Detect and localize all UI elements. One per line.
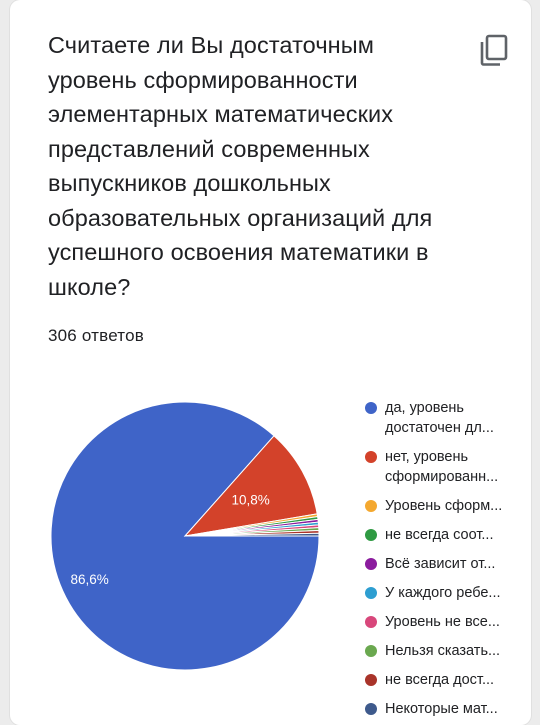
legend-item[interactable]: Всё зависит от... xyxy=(365,554,525,574)
legend-swatch xyxy=(365,674,377,686)
legend-label: У каждого ребе... xyxy=(385,585,501,601)
legend-item[interactable]: Некоторые мат... xyxy=(365,699,525,719)
legend-label: да, уровень достаточен дл... xyxy=(385,400,494,436)
legend-item[interactable]: Уровень не все... xyxy=(365,612,525,632)
legend-label: Некоторые мат... xyxy=(385,701,498,717)
question-title: Считаете ли Вы достаточным уровень сформ… xyxy=(48,32,433,300)
legend-item[interactable]: Нельзя сказать... xyxy=(365,641,525,661)
legend-item[interactable]: не всегда соот... xyxy=(365,525,525,545)
legend-label: Нельзя сказать... xyxy=(385,643,501,659)
legend-label: нет, уровень сформированн... xyxy=(385,449,499,485)
legend-swatch xyxy=(365,529,377,541)
legend-swatch xyxy=(365,451,377,463)
legend-label: не всегда соот... xyxy=(385,527,494,543)
pie-slice[interactable] xyxy=(183,435,318,537)
legend-label: Всё зависит от... xyxy=(385,556,496,572)
question-card: Считаете ли Вы достаточным уровень сформ… xyxy=(10,0,531,725)
chart-legend: да, уровень достаточен дл... нет, уровень с… xyxy=(365,398,525,725)
legend-item[interactable]: да, уровень достаточен дл... xyxy=(365,398,525,438)
copy-chart-button[interactable] xyxy=(474,30,514,70)
legend-item[interactable]: нет, уровень сформированн... xyxy=(365,447,525,487)
slice-value-label: 10,8% xyxy=(232,493,270,508)
legend-label: Уровень не все... xyxy=(385,614,500,630)
legend-swatch xyxy=(365,616,377,628)
response-count: 306 ответов xyxy=(48,326,144,345)
legend-item[interactable]: не всегда дост... xyxy=(365,670,525,690)
legend-label: не всегда дост... xyxy=(385,672,495,688)
legend-swatch xyxy=(365,645,377,657)
legend-swatch xyxy=(365,402,377,414)
legend-swatch xyxy=(365,703,377,715)
pie-chart: 86,6% 10,8% xyxy=(50,401,320,671)
legend-item[interactable]: Уровень сформ... xyxy=(365,496,525,516)
legend-swatch xyxy=(365,587,377,599)
legend-swatch xyxy=(365,558,377,570)
legend-item[interactable]: У каждого ребе... xyxy=(365,583,525,603)
pie-slice[interactable] xyxy=(184,532,320,537)
copy-icon xyxy=(480,34,508,66)
legend-swatch xyxy=(365,500,377,512)
legend-label: Уровень сформ... xyxy=(385,498,503,514)
slice-value-label: 86,6% xyxy=(71,572,109,587)
